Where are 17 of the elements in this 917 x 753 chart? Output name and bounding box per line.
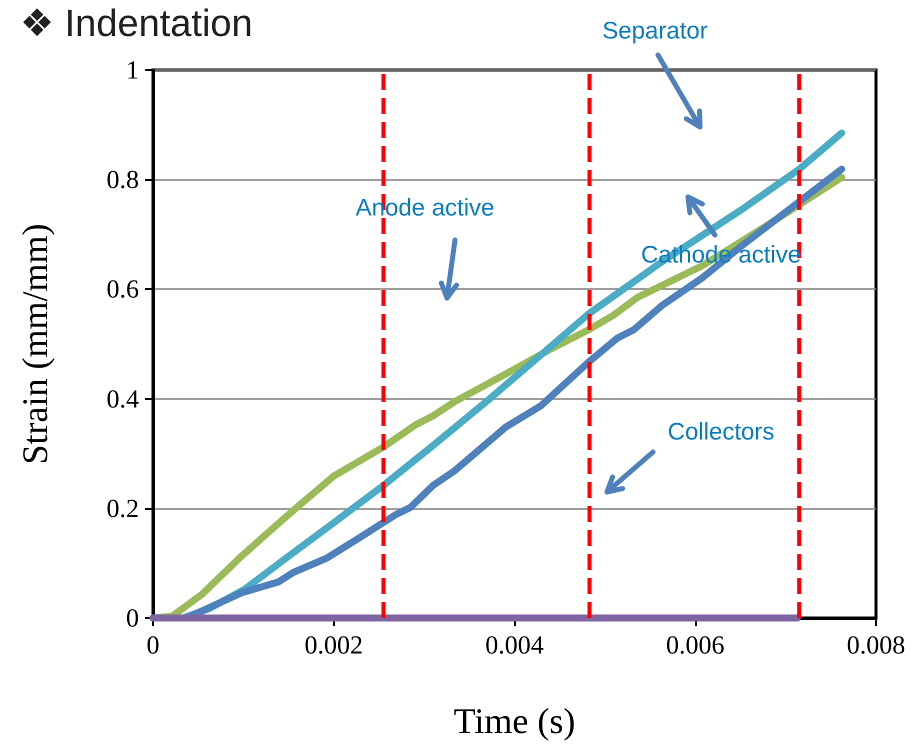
y-tick-label: 0.4 bbox=[106, 384, 139, 414]
chart-title: ❖ Indentation bbox=[20, 3, 253, 45]
y-tick-label: 0.8 bbox=[106, 165, 139, 194]
x-tick-label: 0.006 bbox=[666, 630, 724, 660]
y-tick-label: 0.2 bbox=[106, 494, 139, 523]
y-tick-label: 0 bbox=[126, 604, 139, 632]
y-tick-label: 0.6 bbox=[106, 274, 139, 304]
y-axis-title: Strain (mm/mm) bbox=[15, 224, 55, 464]
y-tick-label: 1 bbox=[126, 56, 139, 84]
x-tick-label: 0 bbox=[146, 630, 160, 660]
x-axis-title: Time (s) bbox=[454, 701, 576, 741]
annotation: Collectors bbox=[668, 418, 774, 446]
annotation: Anode active bbox=[356, 194, 494, 222]
x-tick-label: 0.004 bbox=[485, 630, 544, 660]
x-tick-label: 0.008 bbox=[846, 630, 906, 660]
text: Separator bbox=[602, 18, 708, 44]
x-tick-label: 0.002 bbox=[304, 630, 363, 660]
